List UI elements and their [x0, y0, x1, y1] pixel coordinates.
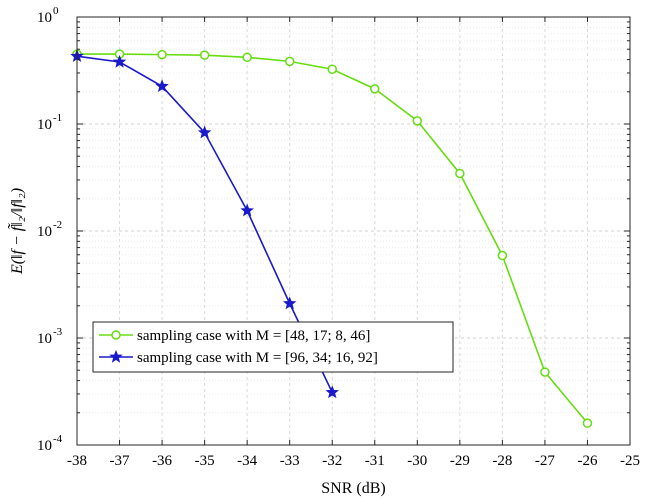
data-point: [497, 250, 508, 261]
legend: sampling case with M = [48, 17; 8, 46] sa…: [92, 321, 454, 373]
x-tick-label: -35: [195, 453, 215, 469]
x-tick-label: -38: [67, 453, 87, 469]
x-tick-label: -26: [577, 453, 597, 469]
data-point: [540, 367, 550, 377]
data-point: [284, 56, 295, 67]
grid: [77, 17, 630, 445]
legend-box: [92, 321, 454, 373]
y-tick-label: 10: [37, 224, 52, 240]
data-point: [199, 50, 210, 60]
data-point: [582, 418, 593, 428]
legend-label: sampling case with M = [96, 34; 16, 92]: [137, 350, 378, 366]
x-tick-label: -25: [620, 453, 640, 469]
x-tick-label: -31: [365, 453, 385, 469]
data-point: [197, 125, 212, 139]
data-point: [112, 54, 127, 68]
series-1: [72, 49, 593, 428]
legend-marker: [109, 349, 123, 363]
data-point: [282, 296, 297, 310]
y-axis-label: E(‖f − f̃‖₂/‖f‖₂): [8, 188, 26, 275]
y-tick-label: 10: [37, 331, 52, 347]
legend-entry: sampling case with M = [96, 34; 16, 92]: [99, 349, 378, 366]
x-tick-label: -34: [237, 453, 257, 469]
axis-ticks: -38 -37 -36 -35 -34 -33 -32 -31 -30 -29 -28 -27 -26-…: [37, 5, 640, 469]
y-tick-label: 10: [37, 10, 52, 26]
y-tick-exponent: -4: [53, 433, 63, 445]
data-point: [240, 203, 254, 217]
y-tick-exponent: -2: [53, 219, 62, 231]
x-tick-label: -37: [110, 453, 130, 469]
y-tick-label: 10: [37, 117, 52, 133]
series-layer: [70, 49, 593, 428]
x-tick-label: -27: [535, 453, 555, 469]
x-tick-label: -28: [492, 453, 512, 469]
legend-marker: [111, 330, 121, 340]
data-point: [455, 168, 465, 179]
y-tick-label: 10: [37, 438, 52, 454]
series-2: [70, 49, 339, 399]
x-axis-label: SNR (dB): [321, 480, 385, 497]
data-point: [242, 52, 252, 63]
data-point: [412, 116, 423, 126]
x-tick-label: -29: [450, 453, 470, 469]
x-tick-label: -33: [280, 453, 300, 469]
data-point: [327, 64, 337, 74]
y-tick-exponent: -1: [53, 112, 62, 124]
legend-entry: sampling case with M = [48, 17; 8, 46]: [99, 328, 370, 344]
y-tick-exponent: 0: [53, 5, 59, 17]
data-point: [370, 84, 380, 94]
x-tick-label: -30: [407, 453, 427, 469]
x-tick-label: -32: [322, 453, 342, 469]
legend-label: sampling case with M = [48, 17; 8, 46]: [137, 328, 370, 344]
data-point: [325, 385, 339, 399]
y-tick-exponent: -3: [53, 326, 63, 338]
x-tick-label: -36: [152, 453, 172, 469]
data-point: [155, 79, 169, 93]
data-point: [157, 49, 167, 60]
